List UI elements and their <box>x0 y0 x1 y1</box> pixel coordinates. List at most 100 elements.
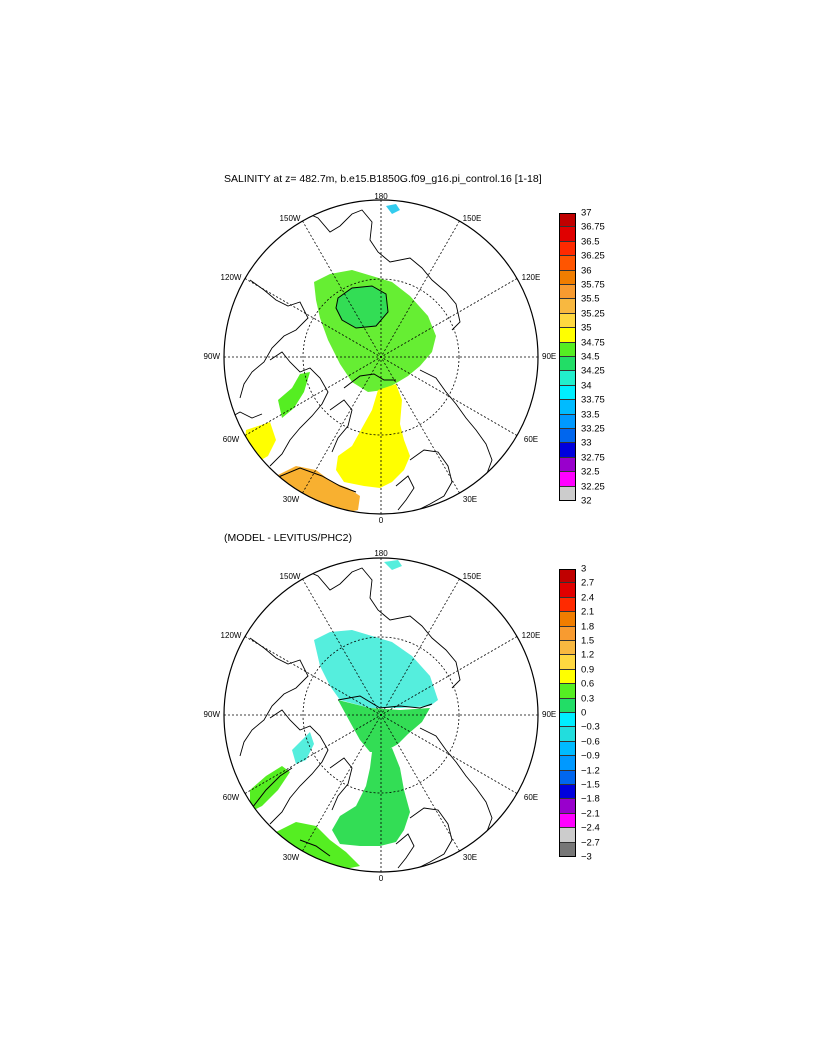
colorbar-tick-label: 35.25 <box>581 308 605 320</box>
colorbar-swatch <box>559 626 576 641</box>
p2-lon-150e: 150E <box>462 572 482 581</box>
p1-lon-0: 0 <box>378 516 384 525</box>
colorbar-tick-label: −2.7 <box>581 837 600 849</box>
colorbar-swatch <box>559 285 576 300</box>
colorbar-swatch <box>559 328 576 343</box>
p2-lon-60w: 60W <box>222 793 240 802</box>
p2-lon-120e: 120E <box>521 631 541 640</box>
colorbar-swatch <box>559 385 576 401</box>
colorbar-tick-label: 36.25 <box>581 250 605 262</box>
colorbar-swatch <box>559 597 576 613</box>
diff-labrador-green <box>250 766 290 812</box>
panel2-graticule <box>224 558 538 872</box>
colorbar-tick-label: 37 <box>581 207 592 219</box>
colorbar-tick-label: −0.9 <box>581 750 600 762</box>
colorbar-frame <box>559 569 576 857</box>
panel2-colorbar: 3 2.7 2.4 2.1 1.8 1.5 1.2 0.9 0.6 0.3 0 −0.3 −0.6 −0.… <box>559 564 629 863</box>
colorbar-swatch <box>559 655 576 670</box>
colorbar-swatch <box>559 799 576 814</box>
north-atlantic-field <box>276 466 360 514</box>
nordic-seas-field <box>336 384 410 488</box>
colorbar-swatch <box>559 713 576 728</box>
diff-baffin-cyan <box>292 732 314 764</box>
p1-lon-60e: 60E <box>523 435 539 444</box>
panel2-title: (MODEL - LEVITUS/PHC2) <box>224 532 352 544</box>
diff-atlantic-green <box>276 822 360 870</box>
colorbar-tick-label: 1.5 <box>581 635 595 647</box>
colorbar-tick-label: 34.25 <box>581 365 605 377</box>
p1-lon-30e: 30E <box>462 495 478 504</box>
colorbar-tick-label: 2.7 <box>581 577 595 589</box>
colorbar-tick-label: −2.1 <box>581 808 600 820</box>
colorbar-swatch <box>559 357 576 372</box>
panel1-colorbar: 37 36.75 36.5 36.25 36 35.75 35.5 35.25 35 34.75 3… <box>559 208 629 507</box>
colorbar-swatch <box>559 583 576 598</box>
p2-lon-150w: 150W <box>279 572 301 581</box>
colorbar-swatch <box>559 400 576 415</box>
colorbar-tick-label: 0 <box>581 707 587 719</box>
colorbar-swatch <box>559 741 576 757</box>
contour-line-2 <box>275 467 357 493</box>
colorbar-tick-label: 0.3 <box>581 693 595 705</box>
p1-lon-120e: 120E <box>521 273 541 282</box>
panel2-difference-field <box>250 630 438 870</box>
colorbar-swatch <box>559 227 576 242</box>
colorbar-swatch <box>559 569 576 584</box>
colorbar-tick-label: 35.75 <box>581 279 605 291</box>
panel1-graticule <box>224 200 538 514</box>
colorbar-swatch <box>559 371 576 386</box>
colorbar-tick-label: 32 <box>581 495 592 507</box>
p2-lon-0: 0 <box>378 874 384 883</box>
panel1-salinity-field <box>244 270 436 514</box>
colorbar-swatch <box>559 698 576 713</box>
colorbar-tick-label: 34.75 <box>581 337 605 349</box>
colorbar-swatch <box>559 785 576 800</box>
colorbar-swatch <box>559 828 576 843</box>
colorbar-tick-label: −2.4 <box>581 822 600 834</box>
colorbar-swatch <box>559 443 576 458</box>
colorbar-swatch <box>559 669 576 685</box>
colorbar-tick-label: −0.3 <box>581 721 600 733</box>
colorbar-tick-label: 2.1 <box>581 606 595 618</box>
p2-lon-90w: 90W <box>203 710 220 719</box>
colorbar-tick-label: 1.8 <box>581 621 595 633</box>
colorbar-tick-label: 3 <box>581 563 587 575</box>
colorbar-tick-label: 35 <box>581 322 592 334</box>
colorbar-tick-label: −0.6 <box>581 736 600 748</box>
colorbar-swatch <box>559 241 576 257</box>
colorbar-swatch <box>559 342 576 357</box>
p2-lon-60e: 60E <box>523 793 539 802</box>
colorbar-swatch <box>559 684 576 699</box>
colorbar-tick-label: 32.25 <box>581 481 605 493</box>
arctic-core-field <box>335 285 389 329</box>
colorbar-tick-label: −1.8 <box>581 793 600 805</box>
p2-lon-30w: 30W <box>282 853 300 862</box>
colorbar-swatch <box>559 770 576 785</box>
colorbar-swatch <box>559 457 576 473</box>
panel1-coastlines <box>225 209 493 511</box>
colorbar-swatch <box>559 299 576 314</box>
colorbar-tick-label: 1.2 <box>581 649 595 661</box>
diff-nordic-green <box>332 748 410 846</box>
colorbar-tick-label: −1.2 <box>581 765 600 777</box>
p2-lon-30e: 30E <box>462 853 478 862</box>
diff-arctic-cyan <box>314 630 438 708</box>
colorbar-tick-label: 33.25 <box>581 423 605 435</box>
colorbar-tick-label: 33.75 <box>581 394 605 406</box>
colorbar-swatch <box>559 414 576 429</box>
diff-arctic-green <box>338 700 430 752</box>
p1-lon-150e: 150E <box>462 214 482 223</box>
colorbar-swatch <box>559 756 576 771</box>
colorbar-swatch <box>559 727 576 742</box>
diff-contour-3 <box>299 839 331 857</box>
colorbar-frame <box>559 213 576 501</box>
colorbar-tick-label: 0.6 <box>581 678 595 690</box>
panel2-map-boundary <box>223 557 539 873</box>
panel2-bering-patch <box>384 560 402 570</box>
colorbar-swatch <box>559 472 576 487</box>
panel1-map-boundary <box>223 199 539 515</box>
p1-lon-120w: 120W <box>220 273 242 282</box>
p1-lon-90w: 90W <box>203 352 220 361</box>
colorbar-tick-label: 36.5 <box>581 236 600 248</box>
